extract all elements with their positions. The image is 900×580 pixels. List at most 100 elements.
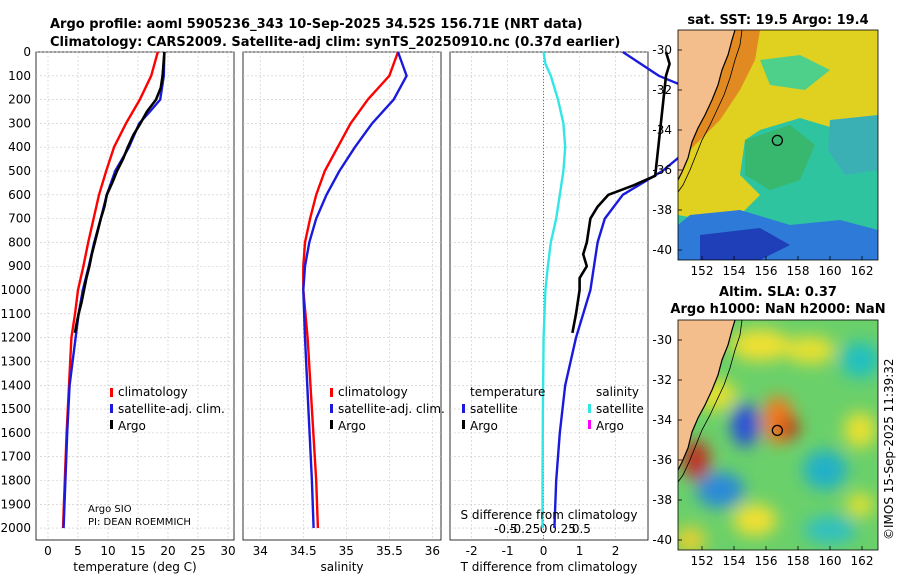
map-y-tick-label: -32 [652,373,672,387]
sst-green-patch-1 [760,55,830,90]
legend-temp-argo-label: Argo [470,419,498,433]
difference-xlabel-t: T difference from climatology [460,560,638,574]
salinity-panel: 34 34.5 35 35.5 36 salinity climatology sate… [242,51,445,574]
map-y-tick-label: -30 [652,43,672,57]
legend-temp-satellite-label: satellite [470,402,518,416]
legend-sal-argo-label: Argo [596,419,624,433]
legend-climatology-label: climatology [338,385,408,399]
y-tick-label: 1100 [0,307,31,321]
x-tick-label: 34.5 [290,544,317,558]
map-y-tick-label: -34 [652,123,672,137]
sla-map: Altim. SLA: 0.37 Argo h1000: NaN h2000: … [652,285,885,568]
series-argo [73,51,166,334]
legend-sal-satellite-swatch [588,404,591,413]
map-y-tick-label: -36 [652,163,672,177]
figure-title-line2: Climatology: CARS2009. Satellite-adj cli… [50,35,620,50]
sla-map-ticks: 152 154 156 158 160 162 -30 -32 -34 -36 -38 -40 [652,333,873,568]
x-tick-label: 15 [130,544,145,558]
map-x-tick-label: 160 [819,554,842,568]
map-y-tick-label: -38 [652,493,672,507]
s-tick-label: -0.5 [494,522,517,536]
sst-green-patch-2 [745,125,815,190]
map-y-tick-label: -36 [652,453,672,467]
x-tick-label: 35 [339,544,354,558]
map-x-tick-label: 152 [691,264,714,278]
temperature-tick-labels: 0100200300400500600700800900100011001200… [0,45,235,558]
x-tick-label: 0 [44,544,52,558]
y-tick-label: 700 [8,212,31,226]
y-tick-label: 1700 [0,450,31,464]
x-tick-label: 1 [576,544,584,558]
x-tick-label: 30 [220,544,235,558]
legend-temperature-heading: temperature [470,385,545,399]
legend-temp-satellite-swatch [462,404,465,413]
sst-map-frame [677,29,879,261]
legend-satellite-label: satellite-adj. clim. [118,402,225,416]
salinity-tick-labels: 34 34.5 35 35.5 36 [253,544,440,558]
x-tick-label: 10 [100,544,115,558]
map-x-tick-label: 156 [755,554,778,568]
y-tick-label: 1000 [0,283,31,297]
legend-satellite-swatch [110,404,113,413]
legend-climatology-label: climatology [118,385,188,399]
x-tick-label: 35.5 [376,544,403,558]
legend-sal-satellite-label: satellite [596,402,644,416]
map-x-tick-label: 154 [723,264,746,278]
sla-coastline [678,320,736,471]
sst-land [678,30,735,180]
map-x-tick-label: 162 [851,554,874,568]
map-x-tick-label: 156 [755,264,778,278]
salinity-series [302,51,408,529]
y-tick-label: 100 [8,69,31,83]
sst-coastline [678,30,736,181]
temperature-legend: climatology satellite-adj. clim. Argo [110,385,225,433]
sla-isobath [678,320,743,483]
difference-legend: temperature satellite Argo salinity sate… [462,385,644,433]
sst-cool-patch-1 [828,115,878,175]
difference-panel: -2 -1 0 1 2 -0.5-0.25 0 0.250.5 T difference fr… [449,50,707,574]
y-tick-label: 600 [8,188,31,202]
y-tick-label: 1300 [0,354,31,368]
sla-map-subtitle: Argo h1000: NaN h2000: NaN [670,302,885,317]
sla-map-frame [677,319,879,551]
sla-map-title: Altim. SLA: 0.37 [719,285,837,300]
map-y-tick-label: -38 [652,203,672,217]
legend-temp-argo-swatch [462,420,465,429]
sla-land [678,320,735,470]
y-tick-label: 1400 [0,378,31,392]
temperature-series [61,51,166,529]
difference-xlabel-s: S difference from climatology [461,508,638,522]
legend-satellite-swatch [330,404,333,413]
x-tick-label: 2 [612,544,620,558]
map-x-tick-label: 162 [851,264,874,278]
y-tick-label: 1200 [0,331,31,345]
credit-pi: PI: DEAN ROEMMICH [88,517,191,528]
y-tick-label: 1500 [0,402,31,416]
x-tick-label: -1 [502,544,514,558]
y-tick-label: 800 [8,235,31,249]
map-x-tick-label: 158 [787,554,810,568]
difference-tick-labels: -2 -1 0 1 2 -0.5-0.25 0 0.250.5 [466,522,620,558]
y-tick-label: 0 [23,45,31,59]
map-x-tick-label: 160 [819,264,842,278]
y-tick-label: 400 [8,140,31,154]
salinity-legend: climatology satellite-adj. clim. Argo [330,385,445,433]
legend-climatology-swatch [110,388,113,397]
legend-argo-label: Argo [338,419,366,433]
s-tick-label: 0.25 [549,522,576,536]
s-tick-label: -0.25 [509,522,540,536]
salinity-xlabel: salinity [320,560,363,574]
x-tick-label: 36 [425,544,440,558]
legend-salinity-heading: salinity [596,385,639,399]
sst-argo-marker [771,134,784,147]
x-tick-label: 34 [253,544,268,558]
y-tick-label: 300 [8,116,31,130]
y-tick-label: 200 [8,93,31,107]
series-temperature-argo [571,51,671,334]
y-tick-label: 1800 [0,473,31,487]
salinity-axes-frame [242,51,442,541]
legend-climatology-swatch [330,388,333,397]
legend-satellite-label: satellite-adj. clim. [338,402,445,416]
sst-map: sat. SST: 19.5 Argo: 19.4 152 154 156 158 16… [652,13,879,278]
